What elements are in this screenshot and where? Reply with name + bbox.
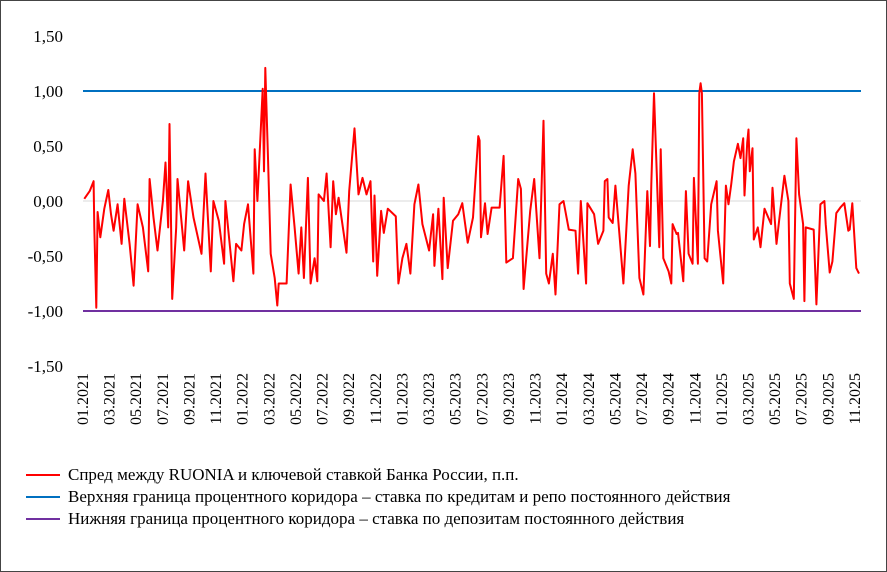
y-tick-label: 0,50 xyxy=(33,137,63,156)
x-tick-label: 09.2024 xyxy=(661,373,678,425)
x-tick-label: 03.2024 xyxy=(581,373,598,425)
x-tick-label: 05.2021 xyxy=(128,373,145,425)
y-tick-label: 1,00 xyxy=(33,82,63,101)
x-tick-label: 05.2025 xyxy=(767,373,784,425)
y-tick-label: -1,00 xyxy=(28,302,63,321)
legend-swatch-red xyxy=(26,474,60,476)
legend-label: Нижняя граница процентного коридора – ст… xyxy=(68,509,685,528)
y-tick-label: -0,50 xyxy=(28,247,63,266)
x-tick-label: 07.2022 xyxy=(315,373,332,425)
spread-series-line xyxy=(83,66,860,309)
x-tick-label: 07.2024 xyxy=(634,373,651,425)
x-tick-label: 01.2022 xyxy=(235,373,252,425)
legend-label: Спред между RUONIA и ключевой ставкой Ба… xyxy=(68,465,519,484)
legend-swatch-blue xyxy=(26,496,60,498)
legend-label: Верхняя граница процентного коридора – с… xyxy=(68,487,731,506)
y-tick-label: 0,00 xyxy=(33,192,63,211)
line-chart: 1,50 1,00 0,50 0,00 -0,50 -1,00 -1,50 01.2021 03… xyxy=(28,27,864,425)
x-tick-label: 11.2025 xyxy=(847,373,864,424)
x-tick-label: 01.2023 xyxy=(394,373,411,425)
x-tick-label: 03.2025 xyxy=(741,373,758,425)
x-tick-label: 01.2024 xyxy=(554,373,571,425)
x-tick-label: 01.2025 xyxy=(714,373,731,425)
legend-item-spread: Спред между RUONIA и ключевой ставкой Ба… xyxy=(26,464,730,486)
legend-item-upper-bound: Верхняя граница процентного коридора – с… xyxy=(26,486,730,508)
x-tick-label: 01.2021 xyxy=(75,373,92,425)
x-tick-label: 09.2021 xyxy=(181,373,198,425)
y-tick-label: -1,50 xyxy=(28,357,63,376)
x-tick-label: 11.2022 xyxy=(368,373,385,424)
y-tick-label: 1,50 xyxy=(33,27,63,46)
x-tick-label: 03.2022 xyxy=(261,373,278,425)
x-tick-label: 09.2023 xyxy=(501,373,518,425)
x-tick-label: 05.2023 xyxy=(448,373,465,425)
x-tick-label: 05.2022 xyxy=(288,373,305,425)
x-tick-label: 05.2024 xyxy=(607,373,624,425)
x-tick-label: 09.2022 xyxy=(341,373,358,425)
x-tick-label: 07.2023 xyxy=(474,373,491,425)
legend: Спред между RUONIA и ключевой ставкой Ба… xyxy=(26,464,730,530)
x-tick-label: 11.2023 xyxy=(528,373,545,424)
x-tick-label: 11.2021 xyxy=(208,373,225,424)
x-tick-label: 09.2025 xyxy=(820,373,837,425)
x-tick-label: 03.2023 xyxy=(421,373,438,425)
legend-item-lower-bound: Нижняя граница процентного коридора – ст… xyxy=(26,508,730,530)
legend-swatch-purple xyxy=(26,518,60,520)
x-tick-label: 03.2021 xyxy=(102,373,119,425)
x-tick-label: 11.2024 xyxy=(687,373,704,424)
x-tick-label: 07.2021 xyxy=(155,373,172,425)
x-tick-label: 07.2025 xyxy=(794,373,811,425)
